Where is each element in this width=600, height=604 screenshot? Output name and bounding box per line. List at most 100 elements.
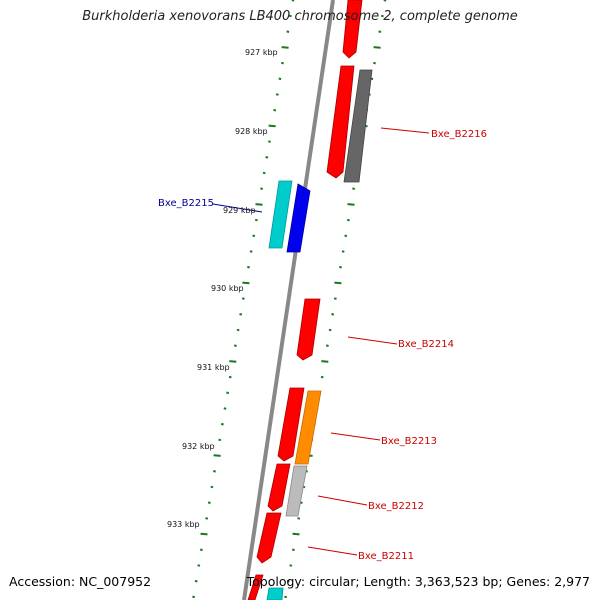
ruler-tick <box>249 250 253 253</box>
ruler-tick <box>218 438 222 442</box>
leader-line <box>347 336 398 345</box>
genome-title: Burkholderia xenovorans LB400 chromosome… <box>82 9 518 24</box>
leader-line <box>330 432 381 441</box>
ruler-tick <box>252 234 256 238</box>
ruler-tick <box>213 470 216 473</box>
ruler-label: 928 kbp <box>235 127 268 136</box>
ruler-tick <box>265 156 269 159</box>
gene-arrow-light-gray[interactable] <box>285 465 308 517</box>
ruler-tick <box>281 61 284 65</box>
ruler-tick <box>378 30 382 33</box>
ruler-tick <box>247 265 250 269</box>
ruler-tick <box>334 281 342 285</box>
gene-label[interactable]: Bxe_B2211 <box>358 551 414 562</box>
ruler-tick <box>268 124 276 128</box>
ruler-tick <box>236 328 240 332</box>
ruler-tick <box>383 0 387 2</box>
ruler-tick <box>200 532 208 536</box>
ruler-label: 930 kbp <box>211 284 244 293</box>
gene-arrow-red[interactable] <box>296 298 321 361</box>
gene-arrow-red[interactable] <box>277 387 305 462</box>
ruler-label: 927 kbp <box>245 48 278 57</box>
gene-arrow-red[interactable] <box>256 512 282 564</box>
ruler-tick <box>292 532 300 536</box>
ruler-tick <box>286 579 290 583</box>
ruler-tick <box>199 548 203 552</box>
gene-arrow-red[interactable] <box>326 65 355 179</box>
gene-arrow-cyan[interactable] <box>268 180 293 249</box>
accession-text: Accession: NC_007952 <box>9 574 152 589</box>
ruler-tick <box>286 30 290 33</box>
ruler-tick <box>291 0 295 2</box>
ruler-tick <box>346 218 350 222</box>
ruler-label: 932 kbp <box>182 442 215 451</box>
ruler-tick <box>373 46 381 49</box>
gene-arrow-red[interactable] <box>342 0 363 59</box>
ruler-tick <box>205 517 209 520</box>
ruler-tick <box>197 564 201 567</box>
ruler-tick <box>333 297 337 300</box>
ruler-tick <box>262 171 266 175</box>
gene-label[interactable]: Bxe_B2212 <box>368 501 424 512</box>
ruler-tick <box>284 595 288 599</box>
leader-line <box>307 546 358 556</box>
gene-arrow-dark-gray[interactable] <box>343 69 373 183</box>
ruler-tick <box>241 297 245 300</box>
ruler-label: 931 kbp <box>197 363 230 372</box>
ruler-tick <box>207 501 211 504</box>
ruler-tick <box>278 77 282 81</box>
chromosome-backbone <box>242 0 335 601</box>
ruler-tick <box>254 218 258 222</box>
ruler-tick <box>260 187 264 190</box>
ruler-tick <box>192 595 196 599</box>
gene-label[interactable]: Bxe_B2215 <box>158 198 214 209</box>
ruler-label: 933 kbp <box>167 520 200 529</box>
gene-arrow-cyan[interactable] <box>266 587 284 601</box>
inner-ruler-dots <box>192 0 295 599</box>
ruler-tick <box>210 485 214 489</box>
ruler-tick <box>213 454 221 457</box>
ruler-tick <box>289 564 293 567</box>
leader-line <box>212 203 263 213</box>
ruler-tick <box>220 422 224 426</box>
ruler-tick <box>239 313 243 316</box>
ruler-tick <box>331 313 335 316</box>
ruler-tick <box>194 579 198 583</box>
ruler-tick <box>291 548 295 552</box>
ruler-label: 929 kbp <box>223 206 256 215</box>
gene-arrow-orange[interactable] <box>294 390 322 465</box>
leader-line <box>317 495 368 506</box>
ruler-tick <box>226 391 230 395</box>
ruler-tick <box>373 61 376 65</box>
ruler-tick <box>273 108 277 112</box>
ruler-tick <box>328 328 332 332</box>
gene-arrow-blue[interactable] <box>286 183 311 253</box>
ruler-tick <box>320 375 324 379</box>
gene-label[interactable]: Bxe_B2213 <box>381 436 437 447</box>
ruler-tick <box>288 14 292 18</box>
ruler-tick <box>339 265 342 269</box>
gene-label[interactable]: Bxe_B2214 <box>398 339 454 350</box>
ruler-tick <box>344 234 348 238</box>
ruler-tick <box>352 187 356 190</box>
ruler-tick <box>229 360 237 363</box>
ruler-tick <box>228 375 232 379</box>
ruler-tick <box>341 250 345 253</box>
ruler-tick <box>325 344 329 347</box>
ruler-tick <box>321 360 329 363</box>
ruler-tick <box>223 407 227 410</box>
ruler-tick <box>242 281 250 285</box>
ruler-tick <box>275 93 279 96</box>
ruler-tick <box>347 203 355 206</box>
leader-line <box>380 127 430 134</box>
topology-text: Topology: circular; Length: 3,363,523 bp… <box>246 574 590 589</box>
ruler-tick <box>281 46 289 49</box>
ruler-tick <box>268 140 271 143</box>
ruler-tick <box>255 203 263 206</box>
gene-label[interactable]: Bxe_B2216 <box>431 129 487 140</box>
ruler-tick <box>297 517 301 520</box>
gene-arrow-red[interactable] <box>267 463 291 512</box>
ruler-tick <box>380 14 384 18</box>
